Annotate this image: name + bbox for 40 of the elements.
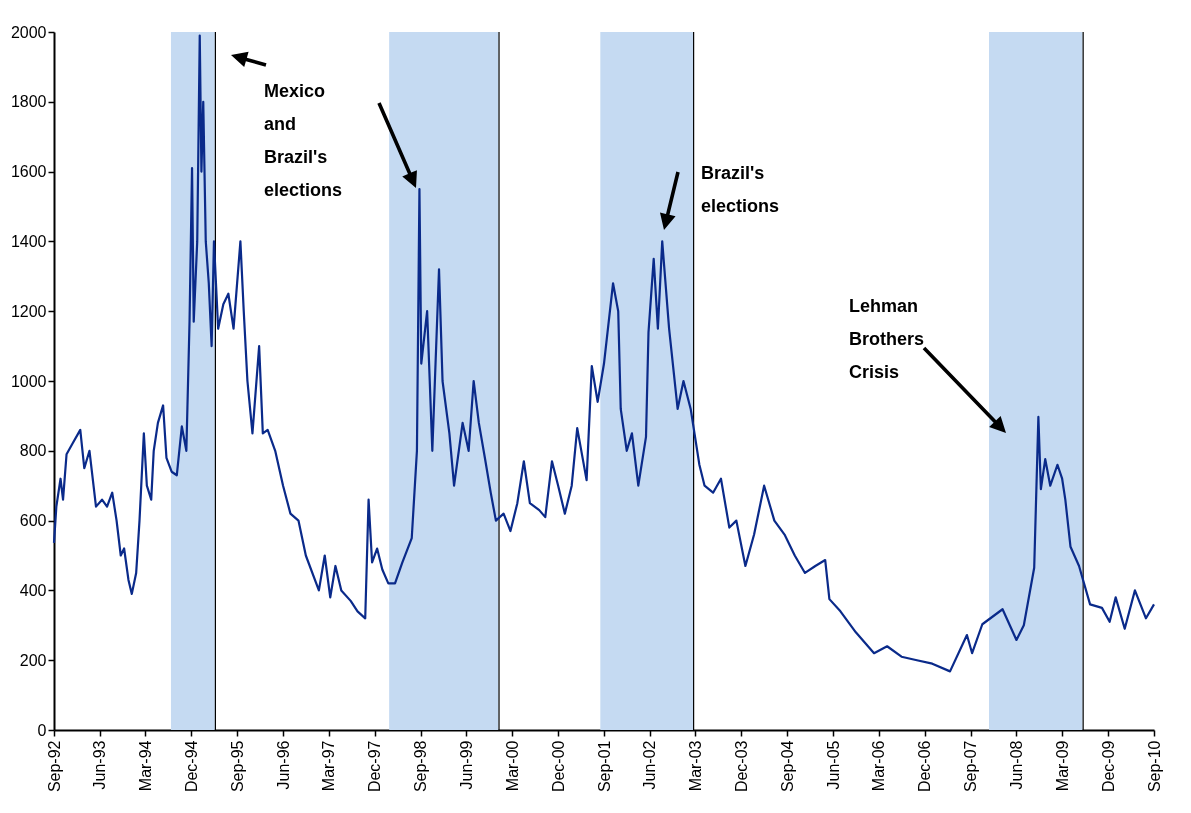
y-tick-label: 200 — [19, 651, 47, 669]
x-tick-label: Dec-09 — [1099, 740, 1117, 793]
x-tick-label: Jun-05 — [824, 740, 842, 790]
y-tick-label: 2000 — [10, 23, 47, 41]
x-tick-label: Jun-96 — [274, 740, 292, 790]
x-tick-label: Dec-00 — [549, 740, 567, 793]
annotation: Brazil's elections — [701, 163, 780, 216]
y-tick-label: 1200 — [10, 302, 47, 320]
x-tick-label: Mar-09 — [1053, 740, 1071, 792]
x-tick-label: Jun-93 — [91, 740, 109, 790]
y-tick-label: 400 — [19, 581, 47, 599]
y-tick-label: 1400 — [10, 232, 47, 250]
y-tick-label: 1000 — [10, 372, 47, 390]
annotation: Mexico and Brazil's elections — [264, 81, 343, 200]
x-tick-label: Jun-02 — [641, 740, 659, 790]
y-tick-label: 800 — [19, 442, 47, 460]
x-tick-label: Sep-92 — [45, 740, 63, 793]
y-tick-label: 600 — [19, 512, 47, 530]
x-tick-label: Sep-01 — [595, 740, 613, 793]
x-tick-label: Sep-98 — [412, 740, 430, 793]
x-tick-label: Sep-95 — [228, 740, 246, 793]
x-tick-label: Jun-08 — [1007, 740, 1025, 790]
x-tick-label: Sep-04 — [778, 740, 796, 793]
x-tick-label: Mar-06 — [870, 740, 888, 792]
y-tick-label: 1800 — [10, 93, 47, 111]
x-tick-label: Mar-00 — [503, 740, 521, 792]
x-tick-label: Dec-94 — [182, 740, 200, 793]
y-tick-label: 1600 — [10, 163, 47, 181]
x-tick-label: Mar-97 — [320, 740, 338, 792]
line-series — [52, 34, 1156, 673]
x-tick-label: Mar-03 — [686, 740, 704, 792]
x-tick-label: Sep-07 — [962, 740, 980, 793]
x-tick-label: Dec-06 — [916, 740, 934, 793]
x-tick-label: Mar-94 — [136, 740, 154, 792]
x-tick-label: Sep-10 — [1145, 740, 1163, 793]
annotation: Lehman Brothers Crisis — [849, 296, 925, 382]
x-tick-label: Jun-99 — [457, 740, 475, 790]
x-tick-label: Dec-97 — [366, 740, 384, 793]
x-tick-label: Dec-03 — [732, 740, 750, 793]
y-tick-label: 0 — [37, 721, 47, 739]
